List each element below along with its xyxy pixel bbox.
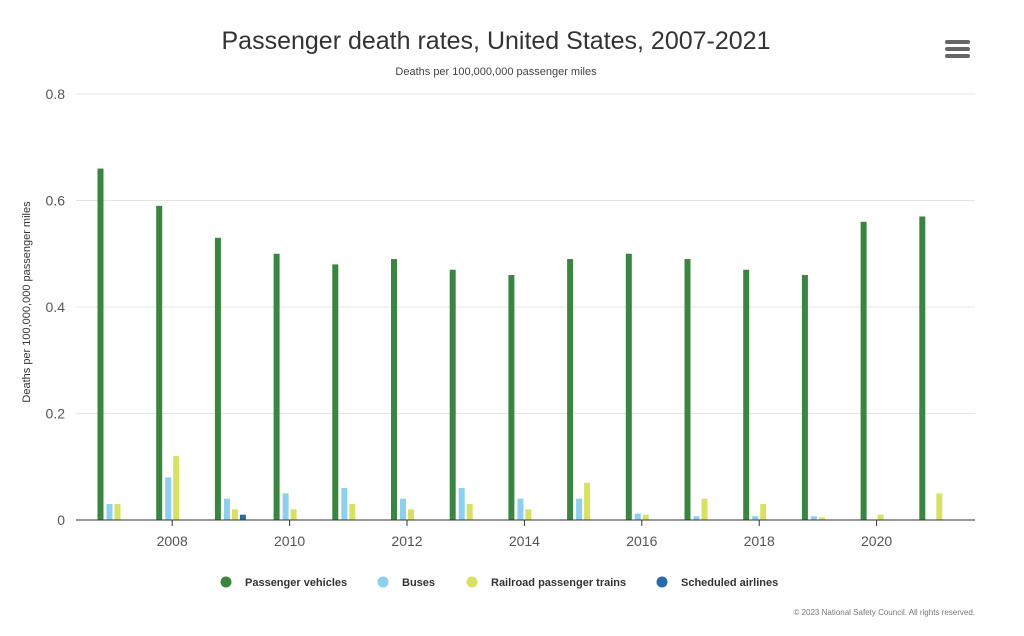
bar-passenger-vehicles-2009 [214,237,221,520]
x-tick-label: 2012 [391,533,422,549]
x-tick-label: 2008 [157,533,188,549]
bar-buses-2018 [752,516,759,520]
bar-passenger-vehicles-2018 [743,269,750,520]
bar-passenger-vehicles-2011 [332,264,339,520]
bar-buses-2011 [341,488,348,520]
y-tick-label: 0.2 [46,406,66,422]
bar-passenger-vehicles-2019 [801,275,808,520]
bar-railroad-passenger-trains-2013 [466,504,473,520]
legend-item-passenger-vehicles[interactable]: Passenger vehicles [220,576,348,590]
bar-passenger-vehicles-2016 [625,253,632,520]
bar-railroad-passenger-trains-2010 [290,509,297,520]
legend-symbol [220,576,232,588]
x-tick-label: 2020 [861,533,892,549]
x-tick-label: 2014 [509,533,540,549]
bar-railroad-passenger-trains-2014 [525,509,532,520]
bar-buses-2009 [223,498,230,520]
bar-buses-2012 [400,498,406,520]
legend-item-railroad-passenger-trains[interactable]: Railroad passenger trains [466,576,627,590]
bar-buses-2015 [576,498,583,520]
bar-buses-2008 [165,477,172,520]
bar-railroad-passenger-trains-2018 [760,504,767,520]
bar-buses-2016 [634,513,641,520]
y-tick-label: 0.4 [46,299,66,315]
bar-railroad-passenger-trains-2020 [877,514,884,520]
bar-railroad-passenger-trains-2009 [231,509,238,520]
legend-symbol [656,576,668,588]
bar-passenger-vehicles-2008 [156,205,163,520]
legend-symbol [377,576,389,588]
legend-item-scheduled-airlines[interactable]: Scheduled airlines [656,576,779,590]
bar-scheduled-airlines-2009 [239,514,246,520]
x-tick-label: 2018 [744,533,775,549]
bar-passenger-vehicles-2012 [391,259,397,520]
gridlines [76,93,975,414]
bar-railroad-passenger-trains-2007 [114,504,121,520]
bar-railroad-passenger-trains-2012 [408,509,414,520]
chart-menu-button[interactable] [940,34,974,64]
legend-symbol [466,576,478,588]
y-tick-label: 0.8 [46,86,66,102]
bar-buses-2013 [458,488,465,520]
y-axis-title: Deaths per 100,000,000 passenger miles [21,201,33,403]
legend-item-buses[interactable]: Buses [377,576,436,590]
bar-passenger-vehicles-2015 [567,259,574,520]
hamburger-menu-icon [945,40,970,58]
bar-buses-2019 [810,516,817,520]
bar-buses-2007 [106,504,113,520]
bar-railroad-passenger-trains-2019 [818,517,825,520]
bar-railroad-passenger-trains-2021 [936,493,943,520]
y-tick-label: 0 [57,512,65,528]
chart-credit: © 2023 National Safety Council. All righ… [793,608,975,617]
legend-label: Scheduled airlines [681,577,778,589]
x-axis-ticks: 2008 2010 2012 2014 2016 2018 2020 [157,520,892,549]
chart-subtitle: Deaths per 100,000,000 passenger miles [395,66,597,78]
bars [97,168,943,521]
bar-passenger-vehicles-2010 [273,253,280,520]
bar-railroad-passenger-trains-2015 [584,482,591,520]
bar-buses-2010 [282,493,289,520]
x-tick-label: 2016 [626,533,657,549]
chart-title: Passenger death rates, United States, 20… [222,27,771,55]
bar-passenger-vehicles-2021 [919,216,926,520]
y-tick-label: 0.6 [46,193,66,209]
bar-buses-2014 [517,498,524,520]
bar-buses-2017 [693,516,700,520]
bar-railroad-passenger-trains-2008 [173,456,180,520]
bar-railroad-passenger-trains-2017 [701,498,708,520]
bar-passenger-vehicles-2014 [508,275,515,520]
x-tick-label: 2010 [274,533,305,549]
y-axis-ticks: 0 0.2 0.4 0.6 0.8 [46,86,66,528]
bar-passenger-vehicles-2013 [449,269,456,520]
bar-passenger-vehicles-2020 [860,221,867,521]
legend-label: Passenger vehicles [245,577,347,589]
legend-label: Buses [402,577,435,589]
legend-label: Railroad passenger trains [491,577,626,589]
bar-railroad-passenger-trains-2016 [642,514,649,520]
bar-passenger-vehicles-2007 [97,168,104,521]
legend: Passenger vehicles Buses Railroad passenge… [220,576,779,590]
bar-passenger-vehicles-2017 [684,259,691,520]
bar-railroad-passenger-trains-2011 [349,504,356,520]
